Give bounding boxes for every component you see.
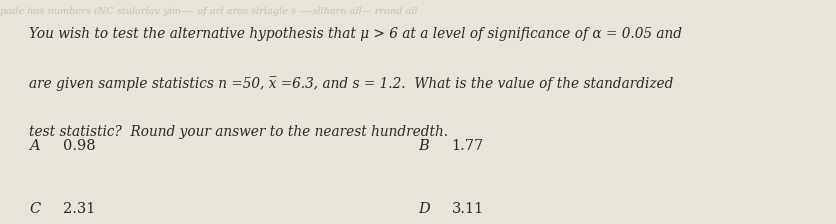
Text: B: B xyxy=(418,139,429,153)
Text: test statistic?  Round your answer to the nearest hundredth.: test statistic? Round your answer to the… xyxy=(29,125,448,139)
Text: 3.11: 3.11 xyxy=(451,202,484,215)
Text: 0.98: 0.98 xyxy=(63,139,95,153)
Text: 1.77: 1.77 xyxy=(451,139,484,153)
Text: A: A xyxy=(29,139,40,153)
Text: D: D xyxy=(418,202,430,215)
Text: pade has numbers (NC stularlav yim-— of arl aros slrlagle s -—sllharn all— rrond: pade has numbers (NC stularlav yim-— of … xyxy=(0,7,417,16)
Text: C: C xyxy=(29,202,40,215)
Text: 2.31: 2.31 xyxy=(63,202,95,215)
Text: are given sample statistics n =50, x̅ =6.3, and s = 1.2.  What is the value of t: are given sample statistics n =50, x̅ =6… xyxy=(29,76,674,91)
Text: You wish to test the alternative hypothesis that μ > 6 at a level of significanc: You wish to test the alternative hypothe… xyxy=(29,27,682,41)
